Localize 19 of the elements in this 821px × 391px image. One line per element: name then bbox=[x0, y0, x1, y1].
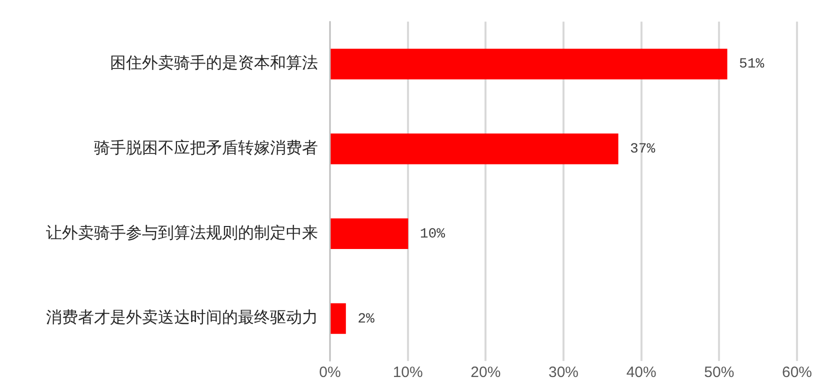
y-tick-label: 困住外卖骑手的是资本和算法 bbox=[110, 53, 318, 72]
y-tick-label: 骑手脱困不应把矛盾转嫁消费者 bbox=[94, 138, 318, 158]
x-tick-label: 30% bbox=[548, 364, 579, 382]
x-tick-label: 60% bbox=[782, 364, 812, 382]
data-label: 37% bbox=[630, 142, 656, 158]
data-label: 2% bbox=[358, 311, 375, 328]
data-label: 10% bbox=[420, 226, 446, 242]
bar bbox=[330, 48, 728, 80]
x-tick-label: 0% bbox=[319, 364, 341, 382]
x-tick-label: 40% bbox=[626, 364, 656, 382]
x-tick-label: 10% bbox=[392, 364, 423, 382]
data-label: 51% bbox=[738, 56, 765, 73]
bar bbox=[330, 218, 408, 250]
bar bbox=[330, 303, 346, 334]
x-tick-label: 50% bbox=[704, 364, 734, 382]
y-tick-label: 消费者才是外卖送达时间的最终驱动力 bbox=[46, 308, 318, 327]
bar bbox=[330, 134, 618, 164]
y-tick-label: 让外卖骑手参与到算法规则的制定中来 bbox=[46, 222, 318, 242]
x-tick-label: 20% bbox=[470, 364, 501, 382]
